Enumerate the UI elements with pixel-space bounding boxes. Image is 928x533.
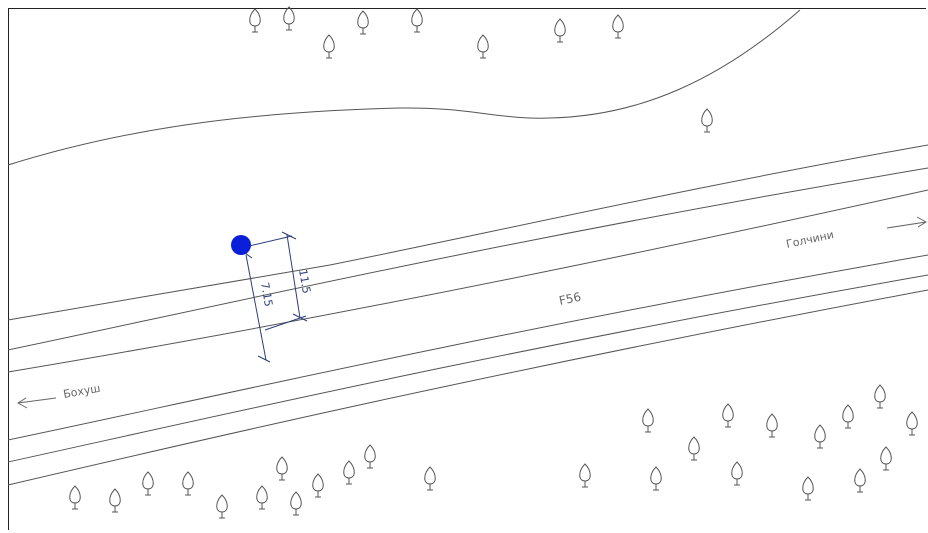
tree-icon	[364, 444, 376, 469]
tree-icon	[842, 404, 854, 429]
direction-label-west: Бохуш	[62, 382, 101, 401]
road-edge-3	[7, 189, 928, 373]
tree-icon	[290, 491, 302, 516]
measure-label-2: 7.15	[258, 281, 275, 307]
tree-icon	[642, 408, 654, 433]
tree-icon	[276, 456, 288, 481]
tree-group	[69, 6, 918, 519]
tree-icon	[424, 466, 436, 491]
location-point[interactable]	[231, 235, 251, 255]
tree-icon	[182, 471, 194, 496]
road-edge-1	[7, 144, 928, 321]
road-edge-5	[7, 274, 928, 463]
tree-icon	[69, 485, 81, 510]
road-edge-2	[7, 167, 928, 351]
tree-icon	[802, 476, 814, 501]
tree-icon	[249, 8, 261, 33]
tree-icon	[731, 461, 743, 486]
terrain-contour-upper	[7, 9, 801, 166]
tree-icon	[477, 34, 489, 59]
tree-icon	[323, 34, 335, 59]
tree-icon	[722, 403, 734, 428]
tree-icon	[880, 446, 892, 471]
tree-icon	[612, 14, 624, 39]
road-edge-4	[7, 254, 928, 441]
tree-icon	[142, 471, 154, 496]
tree-icon	[357, 10, 369, 35]
tree-icon	[874, 384, 886, 409]
tree-icon	[312, 473, 324, 498]
measure-label-1: 11.5	[296, 268, 313, 294]
tree-icon	[701, 108, 713, 133]
tree-icon	[906, 411, 918, 436]
road-edge-6	[7, 289, 928, 486]
tree-icon	[256, 485, 268, 510]
arrow-east-icon	[886, 216, 927, 229]
map-frame	[8, 8, 926, 530]
tree-icon	[579, 463, 591, 488]
tree-icon	[411, 8, 423, 33]
tree-icon	[688, 436, 700, 461]
tree-icon	[554, 18, 566, 43]
tree-icon	[343, 460, 355, 485]
tree-icon	[854, 468, 866, 493]
tree-icon	[216, 494, 228, 519]
road-label: F56	[558, 290, 583, 308]
tree-icon	[766, 413, 778, 438]
tree-icon	[650, 466, 662, 491]
map-lines	[7, 9, 928, 486]
direction-label-east: Голчини	[785, 228, 835, 251]
arrow-west-icon	[17, 397, 57, 409]
tree-icon	[109, 488, 121, 513]
tree-icon	[814, 424, 826, 449]
tree-icon	[283, 6, 295, 31]
